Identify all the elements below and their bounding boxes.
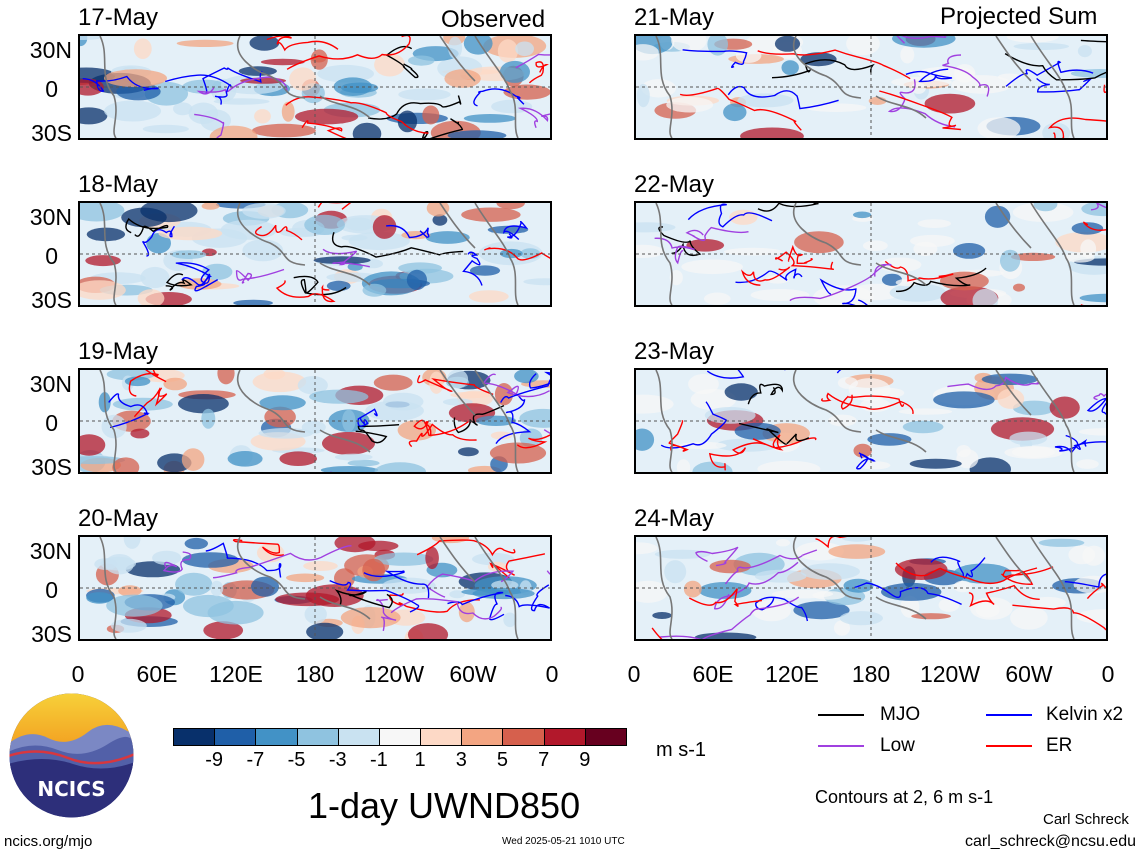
map-panel: [78, 535, 552, 641]
colorbar-swatch: [502, 728, 545, 746]
colorbar-tick-label: 1: [414, 749, 426, 771]
colorbar-swatch: [214, 728, 257, 746]
lon-label: 120E: [209, 661, 263, 687]
colorbar-swatch: [296, 728, 339, 746]
colorbar-tick-label: -5: [287, 749, 306, 771]
lat-label-30n: 30N: [29, 37, 72, 63]
legend-label-mjo: MJO: [880, 704, 921, 725]
colorbar-tick-label: 5: [496, 749, 509, 771]
lat-label-eq: 0: [45, 76, 58, 102]
lon-label: 60W: [449, 661, 497, 687]
legend-swatch-kelvin: [986, 714, 1032, 716]
panel-date-label: 19-May: [78, 338, 159, 365]
map-panel: [634, 368, 1108, 474]
colorbar-tick-label: 3: [455, 749, 467, 771]
map-panel: [78, 34, 552, 140]
colorbar-swatch: [173, 728, 216, 746]
colorbar-tick-label: -9: [205, 749, 224, 771]
lat-label-eq: 0: [45, 577, 58, 603]
ncics-logo: NCICS: [8, 692, 135, 819]
lat-label-30s: 30S: [31, 621, 72, 647]
contours-note: Contours at 2, 6 m s-1: [815, 787, 994, 807]
panel-date-label: 17-May: [78, 4, 159, 31]
map-panel: [78, 201, 552, 307]
lat-label-30s: 30S: [31, 287, 72, 313]
footer-url: ncics.org/mjo: [4, 833, 93, 850]
chart-title: 1-day UWND850: [308, 785, 581, 826]
map-panel: [634, 535, 1108, 641]
map-panel: [78, 368, 552, 474]
colorbar-swatch: [543, 728, 586, 746]
legend-label-er: ER: [1046, 735, 1073, 756]
colorbar-tick-label: -3: [328, 749, 347, 771]
lon-label: 120W: [919, 661, 981, 687]
colorbar-tick-label: 7: [538, 749, 550, 771]
panel-date-label: 24-May: [634, 505, 715, 532]
colorbar: [173, 728, 627, 746]
colorbar-swatch: [584, 728, 627, 746]
lon-label: 60E: [692, 661, 734, 687]
colorbar-tick-label: -7: [246, 749, 265, 771]
colorbar-swatch: [378, 728, 422, 746]
legend-label-low: Low: [880, 735, 915, 756]
panel-date-label: 23-May: [634, 338, 715, 365]
map-panel: [634, 34, 1108, 140]
lon-label: 60E: [136, 661, 178, 687]
lon-label: 0: [627, 661, 641, 687]
lon-label: 60W: [1005, 661, 1053, 687]
lat-label-30n: 30N: [29, 371, 72, 397]
colorbar-units: m s-1: [656, 739, 706, 761]
colorbar-swatch: [420, 728, 463, 746]
legend-label-kelvin: Kelvin x2: [1046, 704, 1124, 725]
lat-label-30s: 30S: [31, 120, 72, 146]
colorbar-swatch: [461, 728, 504, 746]
colorbar-swatch: [337, 728, 380, 746]
panel-date-label: 20-May: [78, 505, 159, 532]
colorbar-ticks: -9 -7 -5 -3 -1 1 3 5 7 9: [0, 750, 700, 774]
projected-header: Projected Sum: [940, 3, 1098, 30]
lon-label: 0: [545, 661, 559, 687]
lon-label: 0: [71, 661, 85, 687]
panel-date-label: 22-May: [634, 171, 715, 198]
lat-label-30n: 30N: [29, 538, 72, 564]
lon-label: 180: [295, 661, 335, 687]
footer-author: Carl Schreck: [1043, 811, 1129, 828]
footer-email: carl_schreck@ncsu.edu: [965, 833, 1135, 850]
legend-swatch-er: [986, 745, 1032, 747]
footer-timestamp: Wed 2025-05-21 1010 UTC: [502, 836, 625, 847]
lon-label: 180: [851, 661, 891, 687]
panel-date-label: 18-May: [78, 171, 159, 198]
lat-label-eq: 0: [45, 243, 58, 269]
lon-label: 0: [1101, 661, 1115, 687]
legend-swatch-mjo: [818, 714, 864, 716]
observed-header: Observed: [441, 6, 546, 33]
lon-label: 120E: [765, 661, 819, 687]
colorbar-tick-label: -1: [370, 749, 388, 771]
lon-label: 120W: [363, 661, 425, 687]
lat-label-30n: 30N: [29, 204, 72, 230]
logo-text: NCICS: [37, 777, 105, 801]
panel-date-label: 21-May: [634, 4, 715, 31]
lat-label-eq: 0: [45, 410, 58, 436]
map-panel: [634, 201, 1108, 307]
colorbar-tick-label: 9: [579, 749, 591, 771]
colorbar-swatch: [255, 728, 298, 746]
legend-swatch-low: [818, 745, 864, 747]
lat-label-30s: 30S: [31, 454, 72, 480]
